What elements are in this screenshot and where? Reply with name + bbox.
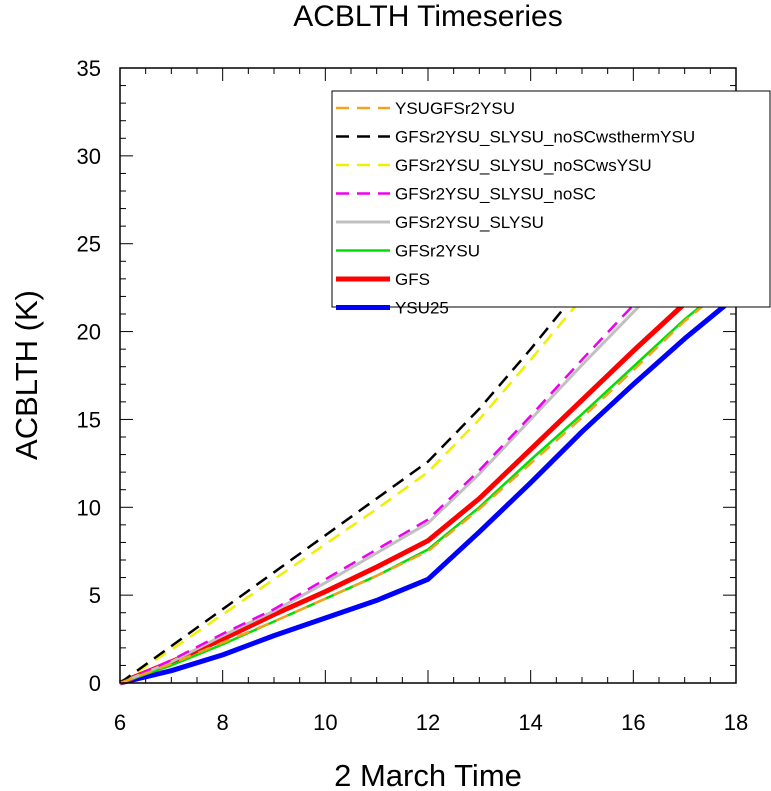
- legend-entry: YSUGFSr2YSU: [336, 99, 515, 118]
- legend-entry: YSU25: [336, 299, 449, 318]
- x-tick-label: 16: [621, 710, 645, 735]
- legend: YSUGFSr2YSU GFSr2YSU_SLYSU_noSCwsthermYSU…: [331, 90, 771, 318]
- series-line-ysugfsr2ysu: [119, 277, 737, 685]
- x-tick-label: 10: [313, 710, 337, 735]
- x-tick-label: 12: [416, 710, 440, 735]
- series-line-gfsr2ysu-slysu-nosc: [119, 202, 737, 685]
- x-tick-label: 14: [518, 710, 542, 735]
- y-tick-label: 5: [89, 583, 101, 608]
- y-tick-label: 15: [77, 407, 101, 432]
- y-tick-label: 25: [77, 232, 101, 257]
- legend-entry: GFSr2YSU_SLYSU: [336, 213, 544, 232]
- y-tick-labels: 0 5 10 15 20 25 30 35: [77, 56, 101, 696]
- series-line-gfsr2ysu-slysu: [119, 212, 737, 685]
- legend-entry: GFSr2YSU: [336, 242, 480, 261]
- x-tick-labels: 6 8 10 12 14 16 18: [114, 710, 748, 735]
- x-tick-label: 6: [114, 710, 126, 735]
- legend-entry: GFSr2YSU_SLYSU_noSC: [336, 185, 596, 204]
- series-lines: [119, 105, 738, 686]
- x-tick-label: 8: [217, 710, 229, 735]
- x-axis-label: 2 March Time: [334, 758, 522, 791]
- legend-entry: GFSr2YSU_SLYSU_noSCwsthermYSU: [336, 128, 695, 147]
- y-tick-label: 35: [77, 56, 101, 81]
- legend-entry: GFS: [336, 270, 430, 289]
- plot-frame: [119, 67, 737, 684]
- series-line-gfs: [119, 261, 738, 686]
- legend-label: GFSr2YSU: [395, 242, 480, 261]
- legend-label: GFSr2YSU_SLYSU_noSCwsthermYSU: [395, 128, 695, 147]
- legend-entry: GFSr2YSU_SLYSU_noSCwsYSU: [336, 156, 652, 175]
- legend-label: YSU25: [395, 299, 449, 318]
- y-tick-label: 20: [77, 320, 101, 345]
- series-line-gfsr2ysu: [119, 276, 737, 685]
- legend-label: YSUGFSr2YSU: [395, 99, 515, 118]
- legend-label: GFSr2YSU_SLYSU_noSC: [395, 185, 596, 204]
- legend-label: GFS: [395, 270, 430, 289]
- legend-box: [331, 90, 771, 308]
- series-line-ysu25: [119, 294, 738, 686]
- y-tick-label: 0: [89, 671, 101, 696]
- y-tick-label: 30: [77, 144, 101, 169]
- y-tick-label: 10: [77, 495, 101, 520]
- chart-title: ACBLTH Timeseries: [293, 0, 563, 33]
- legend-label: GFSr2YSU_SLYSU_noSCwsYSU: [395, 156, 652, 175]
- x-tick-label: 18: [724, 710, 748, 735]
- y-axis-label: ACBLTH (K): [9, 290, 44, 460]
- legend-label: GFSr2YSU_SLYSU: [395, 213, 544, 232]
